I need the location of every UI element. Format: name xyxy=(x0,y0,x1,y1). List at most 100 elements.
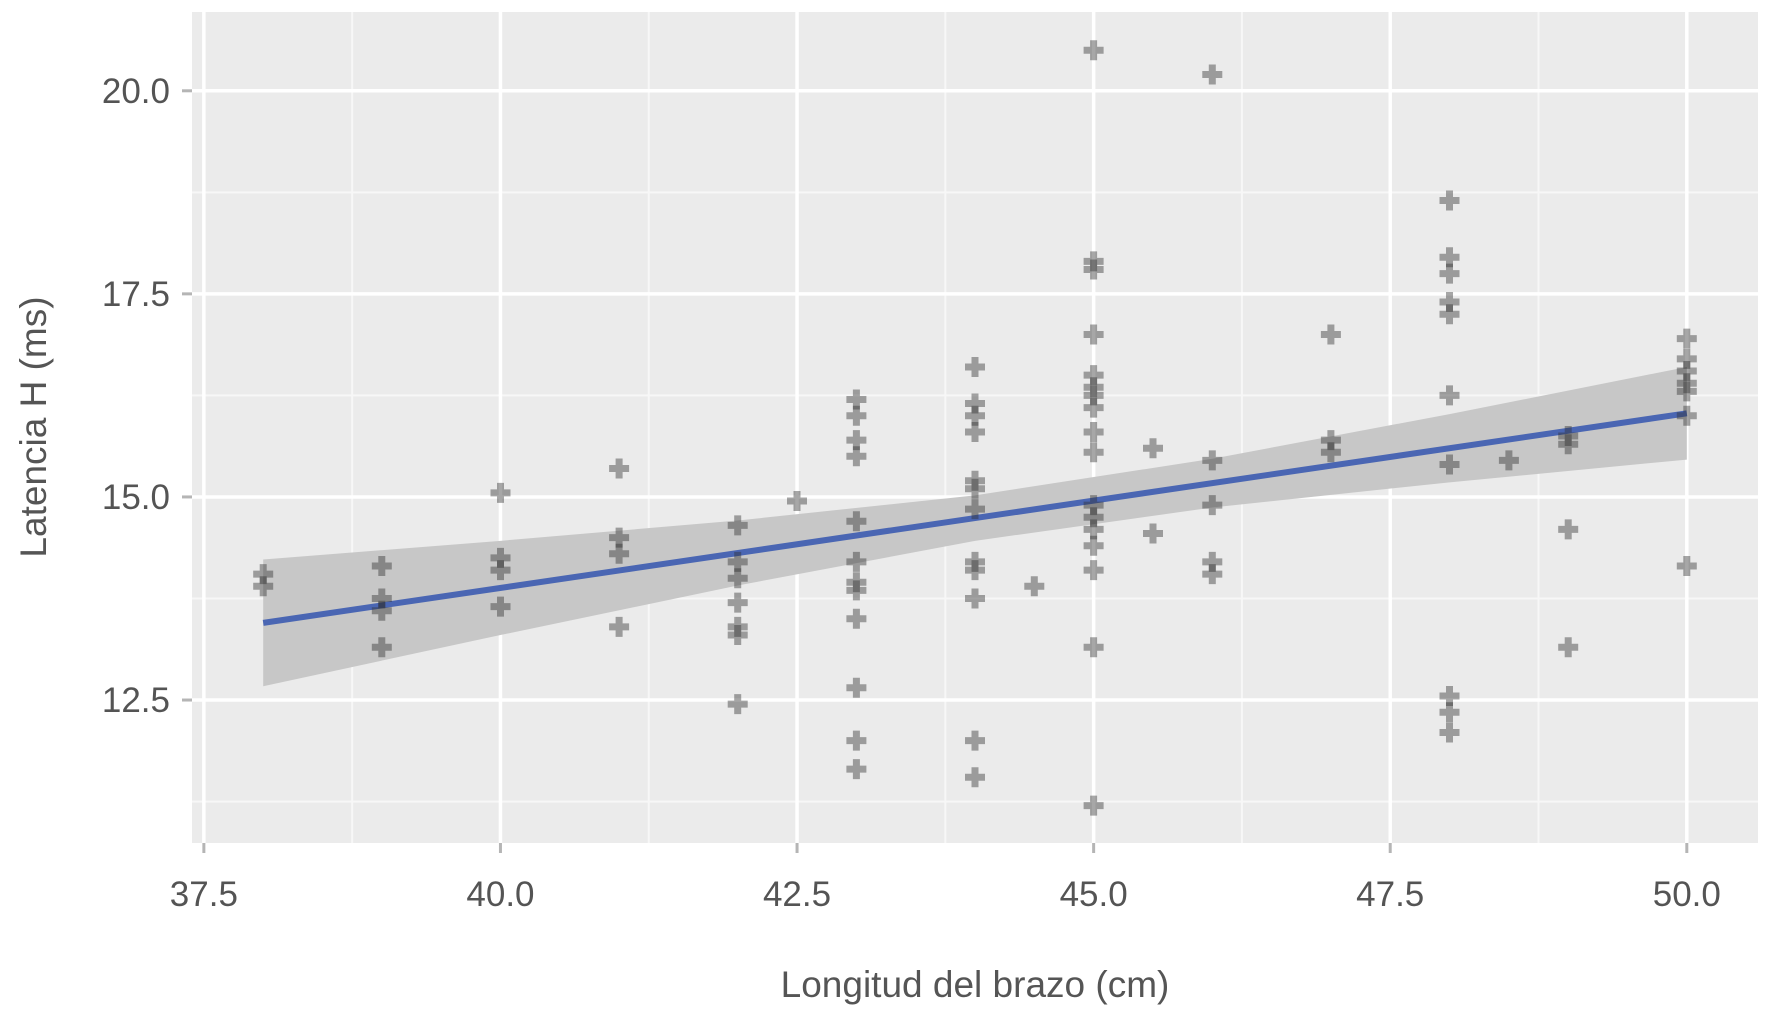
data-point xyxy=(1676,348,1697,369)
data-point xyxy=(490,596,511,617)
data-point xyxy=(846,572,867,593)
data-point xyxy=(1083,507,1104,528)
data-point xyxy=(609,458,630,479)
x-tick-label: 42.5 xyxy=(763,875,831,914)
y-tick-label: 20.0 xyxy=(102,72,170,111)
data-point xyxy=(609,527,630,548)
data-point xyxy=(1083,259,1104,280)
data-point xyxy=(1083,495,1104,516)
data-point xyxy=(846,405,867,426)
data-point xyxy=(1676,381,1697,402)
data-point xyxy=(1024,576,1045,597)
data-point xyxy=(965,767,985,788)
data-point xyxy=(1083,365,1104,386)
data-point xyxy=(609,543,630,564)
y-tick-label: 17.5 xyxy=(102,275,170,314)
data-point xyxy=(727,551,748,572)
data-point xyxy=(965,499,985,520)
data-point xyxy=(1202,564,1223,585)
data-point xyxy=(846,759,867,780)
data-point xyxy=(1202,551,1223,572)
data-point xyxy=(609,616,630,637)
data-point xyxy=(965,393,985,414)
data-point xyxy=(1439,292,1460,312)
data-point xyxy=(1083,251,1104,272)
data-point xyxy=(1676,373,1697,394)
data-point xyxy=(1439,263,1460,284)
data-point xyxy=(846,430,867,451)
data-point xyxy=(1439,190,1460,211)
axis-tick-marks xyxy=(182,89,1689,853)
data-point xyxy=(1439,702,1460,723)
regression-line xyxy=(262,410,1688,626)
data-point xyxy=(1498,450,1519,471)
data-point xyxy=(1083,519,1104,540)
data-point xyxy=(846,677,867,698)
data-point xyxy=(1439,454,1460,475)
confidence-band-area xyxy=(263,366,1687,687)
data-point xyxy=(490,482,511,503)
data-point xyxy=(1320,430,1341,451)
data-point xyxy=(490,547,511,568)
y-axis-title: Latencia H (ms) xyxy=(13,296,54,557)
data-point xyxy=(1439,304,1460,325)
data-point xyxy=(1202,450,1223,471)
data-point xyxy=(1558,434,1579,455)
data-point xyxy=(371,588,392,609)
data-point xyxy=(965,478,985,499)
data-point xyxy=(1083,422,1104,442)
data-point xyxy=(846,580,867,601)
y-tick-label: 15.0 xyxy=(102,478,170,517)
data-point xyxy=(1143,523,1163,544)
data-point xyxy=(1558,637,1579,658)
data-point xyxy=(1320,442,1341,463)
data-point xyxy=(965,470,985,491)
data-point xyxy=(1083,442,1104,463)
data-point xyxy=(253,564,274,585)
data-point xyxy=(371,600,392,621)
data-point xyxy=(1083,560,1104,581)
data-point xyxy=(1676,328,1697,349)
x-axis-title: Longitud del brazo (cm) xyxy=(781,964,1170,1005)
data-point xyxy=(1083,377,1104,398)
data-point xyxy=(1083,385,1104,406)
data-point xyxy=(727,515,748,536)
data-point xyxy=(1083,40,1104,61)
data-point xyxy=(846,551,867,572)
data-point xyxy=(1083,795,1104,816)
data-point xyxy=(371,637,392,658)
x-tick-label: 50.0 xyxy=(1653,875,1721,914)
data-point xyxy=(1083,324,1104,345)
data-point xyxy=(371,556,392,576)
data-point xyxy=(1202,495,1223,516)
data-point xyxy=(1676,361,1697,381)
data-point xyxy=(787,491,807,511)
data-point xyxy=(727,694,748,715)
data-point xyxy=(727,625,748,645)
x-tick-label: 45.0 xyxy=(1060,875,1128,914)
data-point xyxy=(1439,686,1460,706)
data-point xyxy=(965,551,985,572)
data-point xyxy=(1083,535,1104,556)
confidence-band xyxy=(263,366,1687,687)
scatter-points xyxy=(253,40,1697,816)
data-point xyxy=(1558,426,1579,446)
data-point xyxy=(727,592,748,613)
y-tick-label: 12.5 xyxy=(102,681,170,720)
data-point xyxy=(1439,385,1460,406)
data-point xyxy=(1143,438,1163,459)
data-point xyxy=(846,511,867,532)
regression-line-segment xyxy=(262,410,1688,626)
data-point xyxy=(1202,64,1223,85)
x-tick-label: 40.0 xyxy=(466,875,534,914)
data-point xyxy=(1083,637,1104,658)
data-point xyxy=(490,560,511,581)
x-tick-label: 37.5 xyxy=(170,875,238,914)
data-point xyxy=(846,730,867,751)
data-point xyxy=(1676,405,1697,426)
data-point xyxy=(846,389,867,410)
data-point xyxy=(253,576,274,597)
data-point xyxy=(1320,324,1341,345)
data-point xyxy=(846,608,867,629)
